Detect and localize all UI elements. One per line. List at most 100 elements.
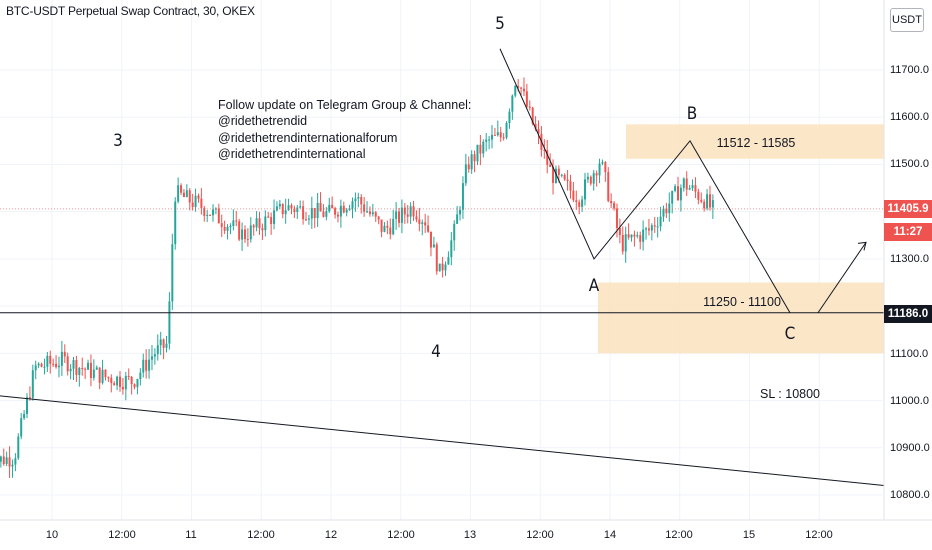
candle-body xyxy=(380,219,383,232)
candle-body xyxy=(578,201,581,207)
candle-body xyxy=(615,208,618,229)
candle-body xyxy=(107,377,110,379)
y-tick: 10800.0 xyxy=(890,489,930,501)
candle-body xyxy=(188,190,191,203)
candle-body xyxy=(493,134,496,136)
candle-body xyxy=(284,210,287,215)
candle-body xyxy=(156,345,159,355)
candle-body xyxy=(461,183,464,210)
candle-body xyxy=(368,211,371,215)
candle-body xyxy=(206,214,209,216)
candle-body xyxy=(499,132,502,138)
candle-body xyxy=(182,192,185,197)
candle-body xyxy=(360,197,363,205)
candle-body xyxy=(688,188,691,190)
candle-body xyxy=(60,351,63,366)
candle-body xyxy=(20,418,23,437)
candle-body xyxy=(331,204,334,209)
x-tick: 12:00 xyxy=(526,529,554,541)
candle-body xyxy=(650,225,653,231)
candle-body xyxy=(613,203,616,209)
candle-body xyxy=(136,379,139,388)
candle-body xyxy=(464,164,467,184)
y-tick: 11100.0 xyxy=(890,348,929,360)
candle-body xyxy=(371,212,374,215)
candle-body xyxy=(563,174,566,180)
candle-body xyxy=(496,132,499,136)
x-tick: 14 xyxy=(603,529,617,541)
candle-body xyxy=(554,168,557,183)
candle-body xyxy=(357,197,360,199)
candle-body xyxy=(339,205,342,217)
y-tick: 11700.0 xyxy=(890,64,929,76)
candle-body xyxy=(119,376,122,387)
candle-body xyxy=(209,214,212,216)
candle-body xyxy=(682,178,685,188)
candle-body xyxy=(290,205,293,209)
candle-body xyxy=(52,363,55,365)
candle-body xyxy=(336,214,339,217)
currency-selector-button[interactable]: USDT xyxy=(890,8,924,32)
candle-body xyxy=(124,375,127,390)
candle-body xyxy=(310,208,313,219)
candle-body xyxy=(113,383,116,386)
candle-body xyxy=(232,220,235,226)
candle-body xyxy=(586,176,589,180)
candle-body xyxy=(23,413,26,419)
candle-body xyxy=(261,228,264,231)
y-tick: 11000.0 xyxy=(890,395,929,407)
candle-body xyxy=(575,200,578,202)
candle-body xyxy=(28,397,31,399)
candle-body xyxy=(92,369,95,378)
candle-body xyxy=(299,206,302,208)
candle-body xyxy=(238,221,241,240)
x-tick: 12:00 xyxy=(247,529,275,541)
x-tick: 13 xyxy=(463,529,477,541)
wave-label-4: 4 xyxy=(431,342,441,362)
candle-body xyxy=(139,372,142,380)
candle-body xyxy=(703,201,706,209)
candle-body xyxy=(383,225,386,232)
lower-zone-label: 11250 - 11100 xyxy=(703,295,781,309)
candle-body xyxy=(444,264,447,271)
x-tick: 12:00 xyxy=(805,529,833,541)
lower-target-zone xyxy=(598,282,884,354)
candle-body xyxy=(677,186,680,201)
candle-body xyxy=(116,376,119,386)
candle-body xyxy=(520,87,523,89)
candle-body xyxy=(325,211,328,217)
candle-body xyxy=(98,367,101,383)
candle-body xyxy=(101,369,104,383)
stop-loss-label: SL : 10800 xyxy=(760,387,821,401)
candle-body xyxy=(243,229,246,240)
candle-body xyxy=(162,339,165,348)
candle-body xyxy=(456,214,459,224)
telegram-note: Follow update on Telegram Group & Channe… xyxy=(218,97,471,162)
candle-body xyxy=(95,367,98,370)
candle-body xyxy=(633,234,636,237)
candle-body xyxy=(307,218,310,220)
candle-body xyxy=(194,195,197,207)
candle-body xyxy=(150,356,153,360)
candle-body xyxy=(403,207,406,215)
x-tick: 10 xyxy=(45,529,59,541)
candle-body xyxy=(647,228,650,231)
candle-body xyxy=(668,203,671,214)
candle-body xyxy=(453,223,456,241)
candle-body xyxy=(694,185,697,192)
candle-body xyxy=(17,436,20,459)
candle-body xyxy=(159,339,162,346)
candle-body xyxy=(409,206,412,217)
candle-body xyxy=(552,166,555,183)
candle-body xyxy=(8,457,11,467)
candle-body xyxy=(392,218,395,235)
symbol-title[interactable]: BTC-USDT Perpetual Swap Contract, 30, OK… xyxy=(6,4,255,18)
candle-body xyxy=(645,228,648,230)
candle-body xyxy=(621,235,624,252)
candle-body xyxy=(342,205,345,213)
candle-body xyxy=(546,150,549,165)
candle-body xyxy=(665,208,668,214)
candle-body xyxy=(601,162,604,164)
